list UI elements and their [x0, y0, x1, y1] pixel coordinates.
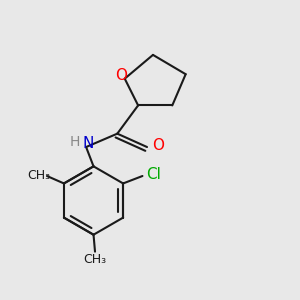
Text: H: H: [70, 135, 80, 149]
Text: CH₃: CH₃: [83, 254, 106, 266]
Text: O: O: [152, 138, 164, 153]
Text: O: O: [115, 68, 127, 82]
Text: N: N: [83, 136, 94, 151]
Text: Cl: Cl: [146, 167, 161, 182]
Text: CH₃: CH₃: [27, 169, 50, 182]
